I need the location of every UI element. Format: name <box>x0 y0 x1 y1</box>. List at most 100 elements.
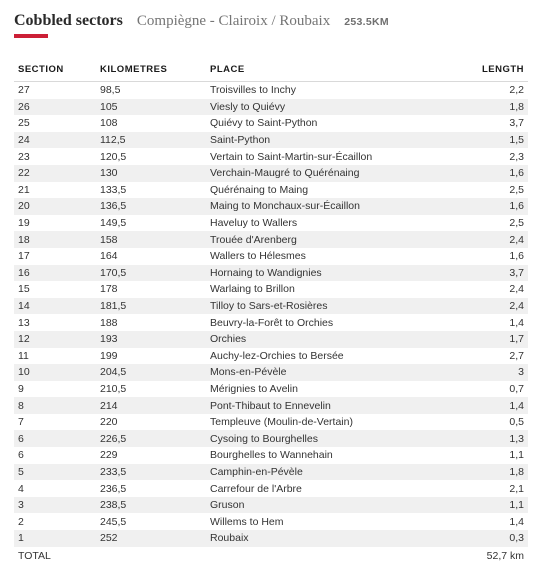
table-row-total: TOTAL52,7 km <box>14 547 528 564</box>
cell-place: Verchain-Maugré to Quérénaing <box>206 165 468 182</box>
cell-place: Maing to Monchaux-sur-Écaillon <box>206 198 468 215</box>
cell-section: 10 <box>14 364 96 381</box>
cell-length: 1,1 <box>468 447 528 464</box>
cell-km: 98,5 <box>96 82 206 99</box>
cell-section: 15 <box>14 281 96 298</box>
cell-length: 1,8 <box>468 99 528 116</box>
cell-length: 2,4 <box>468 281 528 298</box>
cell-place: Trouée d'Arenberg <box>206 231 468 248</box>
cell-place: Warlaing to Brillon <box>206 281 468 298</box>
table-header-row: SECTION KILOMETRES PLACE LENGTH <box>14 58 528 82</box>
cell-place: Pont-Thibaut to Ennevelin <box>206 397 468 414</box>
cell-section: 22 <box>14 165 96 182</box>
cell-length: 1,8 <box>468 464 528 481</box>
cell-km: 199 <box>96 348 206 365</box>
cell-section: 1 <box>14 530 96 547</box>
table-row: 17164Wallers to Hélesmes1,6 <box>14 248 528 265</box>
table-row: 9210,5Mérignies to Avelin0,7 <box>14 381 528 398</box>
cell-km: 149,5 <box>96 215 206 232</box>
cell-length: 2,2 <box>468 82 528 99</box>
cell-length: 2,5 <box>468 215 528 232</box>
page-subtitle: Compiègne - Clairoix / Roubaix <box>137 13 330 30</box>
cell-section: 26 <box>14 99 96 116</box>
cell-place: Roubaix <box>206 530 468 547</box>
cell-section: 17 <box>14 248 96 265</box>
cell-place: Orchies <box>206 331 468 348</box>
cell-km: 226,5 <box>96 430 206 447</box>
cell-km <box>96 547 206 564</box>
cell-km: 158 <box>96 231 206 248</box>
cell-section: 14 <box>14 298 96 315</box>
cell-length: 2,5 <box>468 182 528 199</box>
cell-length: 3 <box>468 364 528 381</box>
cell-km: 193 <box>96 331 206 348</box>
table-row: 13188Beuvry-la-Forêt to Orchies1,4 <box>14 314 528 331</box>
cell-length: 1,4 <box>468 314 528 331</box>
cell-section: 16 <box>14 265 96 282</box>
table-row: 8214Pont-Thibaut to Ennevelin1,4 <box>14 397 528 414</box>
cell-km: 252 <box>96 530 206 547</box>
cell-section: 18 <box>14 231 96 248</box>
table-row: 12193Orchies1,7 <box>14 331 528 348</box>
cell-section: 21 <box>14 182 96 199</box>
cell-km: 210,5 <box>96 381 206 398</box>
page-title: Cobbled sectors <box>14 12 123 30</box>
cell-place: Mérignies to Avelin <box>206 381 468 398</box>
cell-length: 2,3 <box>468 148 528 165</box>
cell-section: 27 <box>14 82 96 99</box>
cell-place: Troisvilles to Inchy <box>206 82 468 99</box>
cell-section: 5 <box>14 464 96 481</box>
cell-section: 13 <box>14 314 96 331</box>
cell-section: 2 <box>14 513 96 530</box>
table-row: 23120,5Vertain to Saint-Martin-sur-Écail… <box>14 148 528 165</box>
cell-length: 1,1 <box>468 497 528 514</box>
cell-section: 20 <box>14 198 96 215</box>
cell-km: 136,5 <box>96 198 206 215</box>
cell-km: 164 <box>96 248 206 265</box>
cell-place: Beuvry-la-Forêt to Orchies <box>206 314 468 331</box>
cell-place: Haveluy to Wallers <box>206 215 468 232</box>
cell-place: Hornaing to Wandignies <box>206 265 468 282</box>
table-row: 14181,5Tilloy to Sars-et-Rosières2,4 <box>14 298 528 315</box>
cell-place: Bourghelles to Wannehain <box>206 447 468 464</box>
cell-section: 11 <box>14 348 96 365</box>
cell-section: 12 <box>14 331 96 348</box>
cell-km: 181,5 <box>96 298 206 315</box>
cell-place: Camphin-en-Pévèle <box>206 464 468 481</box>
table-row: 21133,5Quérénaing to Maing2,5 <box>14 182 528 199</box>
accent-bar <box>14 34 48 38</box>
cell-km: 120,5 <box>96 148 206 165</box>
cell-place: Templeuve (Moulin-de-Vertain) <box>206 414 468 431</box>
cell-km: 112,5 <box>96 132 206 149</box>
cell-length: 1,7 <box>468 331 528 348</box>
cell-section: 24 <box>14 132 96 149</box>
table-row: 1252Roubaix0,3 <box>14 530 528 547</box>
col-section: SECTION <box>14 58 96 82</box>
col-place: PLACE <box>206 58 468 82</box>
cell-place: Mons-en-Pévèle <box>206 364 468 381</box>
cell-section: TOTAL <box>14 547 96 564</box>
table-row: 20136,5Maing to Monchaux-sur-Écaillon1,6 <box>14 198 528 215</box>
cell-place: Vertain to Saint-Martin-sur-Écaillon <box>206 148 468 165</box>
cell-place: Carrefour de l'Arbre <box>206 480 468 497</box>
table-row: 24112,5Saint-Python1,5 <box>14 132 528 149</box>
cell-length: 3,7 <box>468 115 528 132</box>
cell-km: 236,5 <box>96 480 206 497</box>
cell-length: 2,4 <box>468 298 528 315</box>
cell-length: 2,7 <box>468 348 528 365</box>
cell-length: 1,4 <box>468 513 528 530</box>
cell-length: 1,6 <box>468 198 528 215</box>
cell-km: 133,5 <box>96 182 206 199</box>
cell-place: Viesly to Quiévy <box>206 99 468 116</box>
cell-place: Saint-Python <box>206 132 468 149</box>
table-row: 2798,5Troisvilles to Inchy2,2 <box>14 82 528 99</box>
cell-place: Willems to Hem <box>206 513 468 530</box>
cell-section: 9 <box>14 381 96 398</box>
cell-place: Quiévy to Saint-Python <box>206 115 468 132</box>
cell-length: 1,6 <box>468 165 528 182</box>
cell-length: 1,6 <box>468 248 528 265</box>
cell-km: 238,5 <box>96 497 206 514</box>
table-row: 18158Trouée d'Arenberg2,4 <box>14 231 528 248</box>
cell-km: 245,5 <box>96 513 206 530</box>
cell-length: 0,5 <box>468 414 528 431</box>
